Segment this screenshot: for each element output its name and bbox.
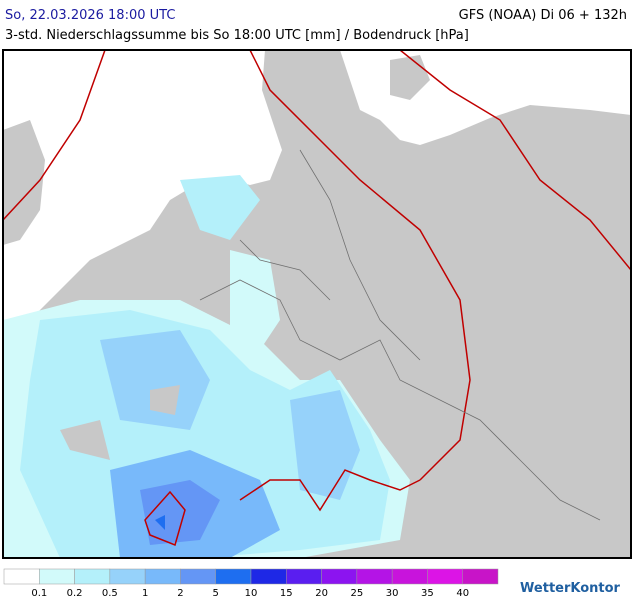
brand: WetterKontor [520, 581, 621, 596]
legend-label: 0.5 [102, 588, 118, 599]
legend-label: 20 [315, 588, 328, 599]
legend-swatch [286, 568, 322, 585]
legend-swatch [3, 568, 40, 585]
valid-time: So, 22.03.2026 18:00 UTC [5, 8, 175, 23]
legend-swatch [109, 568, 146, 585]
legend-swatch [74, 568, 111, 585]
legend-swatch [250, 568, 287, 585]
legend: 0.1 0.2 0.5 1 2 5 10 15 20 25 30 35 40 [3, 568, 499, 599]
legend-label: 15 [280, 588, 293, 599]
legend-swatch [39, 568, 75, 585]
legend-swatch [144, 568, 181, 585]
legend-label: 10 [245, 588, 258, 599]
legend-swatch [321, 568, 358, 585]
legend-label: 1 [142, 588, 148, 599]
legend-label: 5 [213, 588, 219, 599]
legend-label: 30 [386, 588, 399, 599]
legend-swatch [427, 568, 463, 585]
legend-label: 0.2 [67, 588, 83, 599]
legend-swatch [215, 568, 252, 585]
legend-label: 2 [177, 588, 183, 599]
legend-swatch [180, 568, 216, 585]
map [2, 49, 632, 559]
legend-swatch [462, 568, 499, 585]
model-run: GFS (NOAA) Di 06 + 132h [459, 8, 627, 23]
legend-label: 25 [350, 588, 363, 599]
legend-swatch [391, 568, 428, 585]
legend-label: 0.1 [31, 588, 47, 599]
legend-label: 40 [456, 588, 469, 599]
legend-swatch [356, 568, 393, 585]
legend-label: 35 [421, 588, 434, 599]
subtitle: 3-std. Niederschlagssumme bis So 18:00 U… [5, 28, 469, 43]
